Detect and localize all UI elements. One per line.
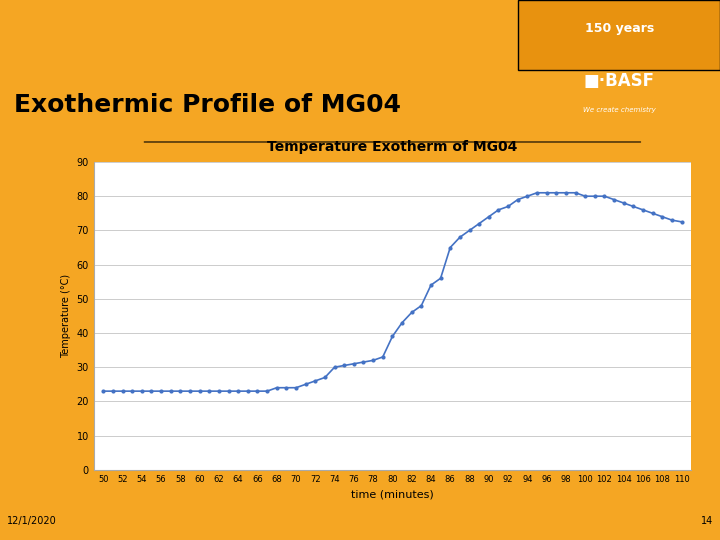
Title: Temperature Exotherm of MG04: Temperature Exotherm of MG04 [267,140,518,154]
Text: 12/1/2020: 12/1/2020 [7,516,57,526]
Text: ■·BASF: ■·BASF [584,72,654,90]
X-axis label: time (minutes): time (minutes) [351,489,433,499]
Text: Exothermic Profile of MG04: Exothermic Profile of MG04 [14,93,402,117]
Text: 14: 14 [701,516,713,526]
Text: We create chemistry: We create chemistry [582,106,656,112]
FancyBboxPatch shape [518,0,720,70]
Y-axis label: Temperature (°C): Temperature (°C) [60,274,71,358]
Text: 150 years: 150 years [585,22,654,35]
